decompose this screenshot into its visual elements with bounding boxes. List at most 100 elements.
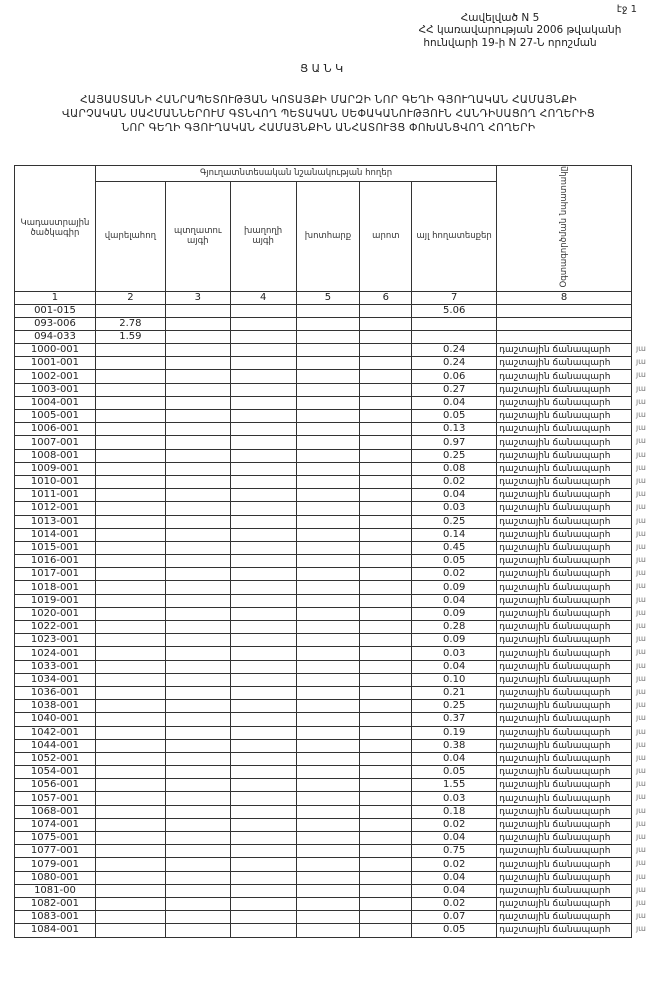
empty-cell bbox=[229, 514, 297, 529]
cadastral-code: 1057-001 bbox=[14, 791, 96, 806]
empty-cell bbox=[229, 831, 297, 846]
empty-cell bbox=[295, 910, 361, 925]
empty-cell bbox=[295, 329, 361, 345]
arable-area bbox=[94, 751, 166, 767]
empty-cell bbox=[164, 409, 231, 424]
margin-mark: յա bbox=[636, 555, 646, 564]
margin-mark: յա bbox=[636, 529, 646, 538]
arable-area bbox=[94, 844, 166, 859]
arable-area bbox=[94, 422, 166, 437]
arable-area bbox=[94, 831, 166, 846]
empty-cell bbox=[164, 659, 231, 674]
empty-cell bbox=[359, 778, 413, 793]
empty-cell bbox=[164, 712, 231, 727]
arable-area: 1.59 bbox=[94, 329, 166, 345]
table-row: 1036-001 0.21 դաշտային ճանապարհ bbox=[14, 685, 632, 701]
table-row: 094-033 1.59 bbox=[14, 329, 632, 345]
table-row: 1034-001 0.10 դաշտային ճանապարհ bbox=[14, 672, 632, 687]
purpose: դաշտային ճանապարհ bbox=[496, 461, 632, 476]
empty-cell bbox=[229, 554, 297, 569]
margin-mark: յա bbox=[636, 357, 646, 366]
purpose: դաշտային ճանապարհ bbox=[496, 910, 632, 925]
empty-cell bbox=[229, 606, 297, 622]
cadastral-code: 1016-001 bbox=[14, 554, 96, 569]
arable-area bbox=[94, 778, 166, 793]
empty-cell bbox=[359, 435, 413, 450]
purpose: դաշտային ճանապարհ bbox=[496, 435, 632, 450]
purpose: դաշտային ճանապարհ bbox=[496, 831, 632, 846]
purpose: դաշտային ճանապարհ bbox=[496, 540, 632, 556]
empty-cell bbox=[359, 382, 413, 397]
empty-cell bbox=[295, 316, 361, 331]
empty-cell bbox=[229, 409, 297, 424]
empty-cell bbox=[229, 488, 297, 503]
empty-cell bbox=[164, 580, 231, 595]
arable-area bbox=[94, 554, 166, 569]
cadastral-code: 1036-001 bbox=[14, 685, 96, 701]
cadastral-code: 1023-001 bbox=[14, 633, 96, 648]
empty-cell bbox=[229, 369, 297, 384]
empty-cell bbox=[295, 765, 361, 780]
purpose: դաշտային ճանապարհ bbox=[496, 672, 632, 687]
table-row: 1009-001 0.08 դաշտային ճանապարհ bbox=[14, 461, 632, 476]
empty-cell bbox=[295, 409, 361, 424]
empty-cell bbox=[359, 620, 413, 635]
empty-cell bbox=[229, 356, 297, 371]
purpose: դաշտային ճանապարհ bbox=[496, 382, 632, 397]
empty-cell bbox=[295, 501, 361, 516]
margin-mark: յա bbox=[636, 502, 646, 511]
empty-cell bbox=[295, 659, 361, 674]
empty-cell bbox=[295, 672, 361, 687]
margin-mark: յա bbox=[636, 806, 646, 815]
purpose: դաշտային ճանապարհ bbox=[496, 488, 632, 503]
other-land-area: 0.04 bbox=[411, 883, 498, 898]
purpose: դաշտային ճանապարհ bbox=[496, 844, 632, 859]
empty-cell bbox=[295, 474, 361, 490]
empty-cell bbox=[229, 527, 297, 542]
empty-cell bbox=[295, 567, 361, 582]
cadastral-code: 1033-001 bbox=[14, 659, 96, 674]
empty-cell bbox=[295, 435, 361, 450]
margin-mark: յա bbox=[636, 713, 646, 722]
empty-cell bbox=[295, 554, 361, 569]
margin-mark: յա bbox=[636, 370, 646, 379]
header-agricultural-group: Գյուղատնտեսական նշանակության հողեր bbox=[94, 165, 498, 182]
margin-mark: յա bbox=[636, 542, 646, 551]
purpose: դաշտային ճանապարհ bbox=[496, 606, 632, 622]
purpose: դաշտային ճանապարհ bbox=[496, 804, 632, 819]
other-land-area: 0.02 bbox=[411, 857, 498, 872]
other-land-area: 0.25 bbox=[411, 448, 498, 463]
purpose: դաշտային ճանապարհ bbox=[496, 343, 632, 358]
other-land-area bbox=[411, 316, 498, 331]
margin-mark: յա bbox=[636, 661, 646, 670]
empty-cell bbox=[229, 659, 297, 674]
purpose: դաշտային ճանապարհ bbox=[496, 699, 632, 714]
cadastral-code: 1068-001 bbox=[14, 804, 96, 819]
empty-cell bbox=[229, 633, 297, 648]
empty-cell bbox=[164, 751, 231, 767]
empty-cell bbox=[164, 527, 231, 542]
other-land-area: 0.24 bbox=[411, 343, 498, 358]
empty-cell bbox=[164, 646, 231, 661]
empty-cell bbox=[164, 501, 231, 516]
cadastral-code: 1077-001 bbox=[14, 844, 96, 859]
arable-area bbox=[94, 870, 166, 885]
other-land-area: 0.06 bbox=[411, 369, 498, 384]
other-land-area: 0.27 bbox=[411, 382, 498, 397]
cadastral-code: 1044-001 bbox=[14, 738, 96, 753]
purpose: դաշտային ճանապարհ bbox=[496, 369, 632, 384]
table-row: 1052-001 0.04 դաշտային ճանապարհ bbox=[14, 751, 632, 767]
table-row: 1001-001 0.24 դաշտային ճանապարհ bbox=[14, 356, 632, 371]
purpose: դաշտային ճանապարհ bbox=[496, 883, 632, 898]
empty-cell bbox=[229, 435, 297, 450]
column-number: 4 bbox=[229, 290, 297, 305]
margin-mark: յա bbox=[636, 898, 646, 907]
empty-cell bbox=[164, 672, 231, 687]
table-row: 1075-001 0.04 դաշտային ճանապարհ bbox=[14, 831, 632, 846]
empty-cell bbox=[164, 804, 231, 819]
empty-cell bbox=[229, 303, 297, 318]
empty-cell bbox=[164, 831, 231, 846]
empty-cell bbox=[295, 620, 361, 635]
other-land-area: 0.25 bbox=[411, 699, 498, 714]
page-number: էջ 1 bbox=[616, 4, 637, 15]
